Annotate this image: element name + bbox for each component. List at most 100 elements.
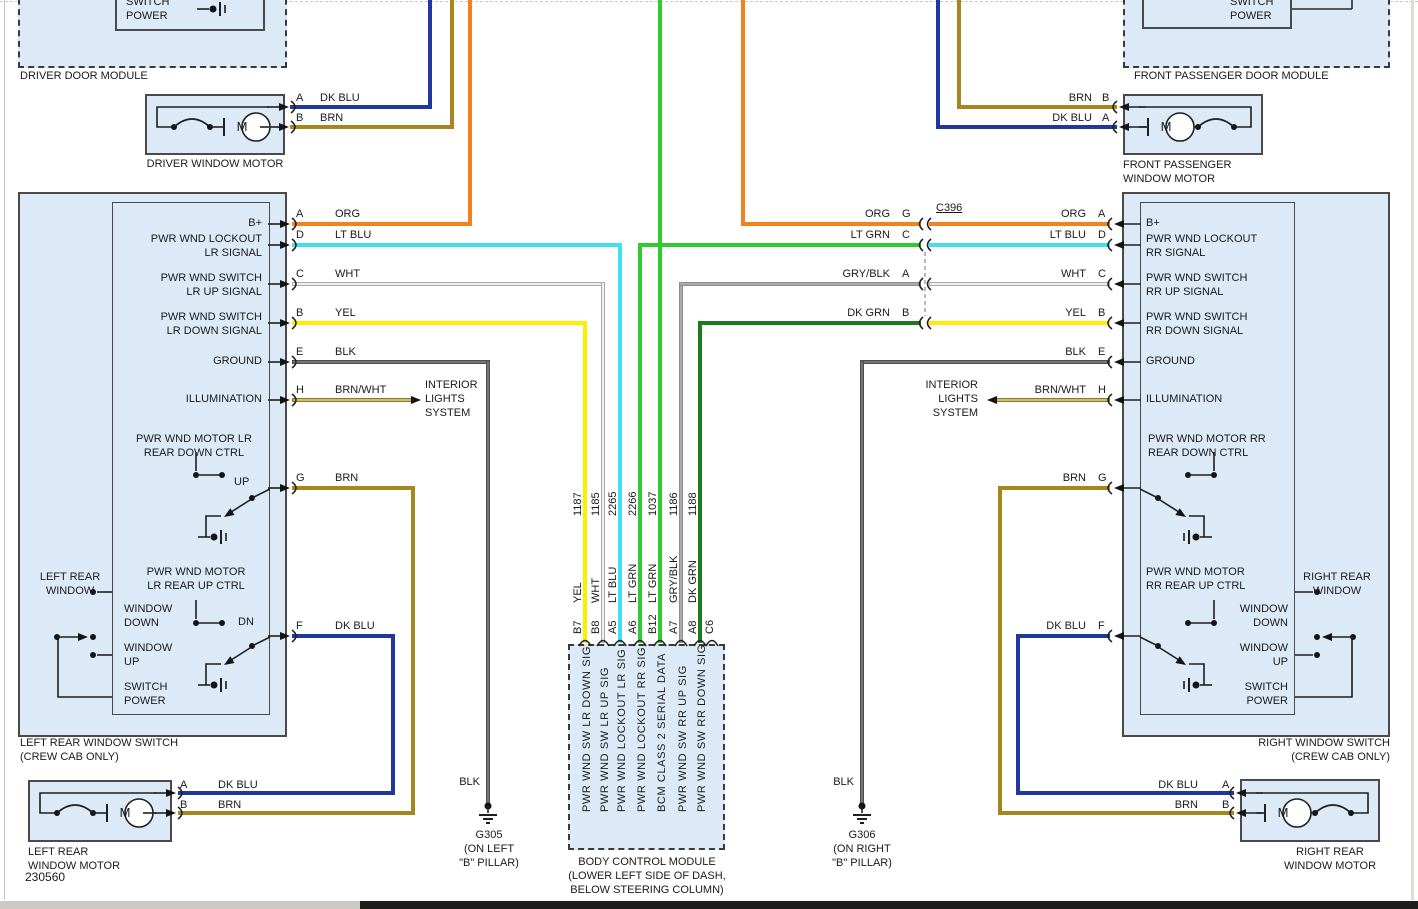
ground-g306-label: "B" PILLAR) — [832, 857, 892, 869]
pin-letter: B — [296, 307, 304, 319]
driver-window-motor-box — [145, 94, 285, 155]
interior-lights-system-label: LIGHTS — [425, 393, 465, 405]
wire-dkblu-rr-motor-f — [1016, 634, 1110, 638]
wire-ltgrn-lockout-rr — [638, 243, 921, 247]
switch-signal-label: B+ — [248, 217, 262, 229]
wire-brn-lr-motor-g — [178, 811, 415, 815]
wire-color-label: DK BLU — [320, 92, 360, 104]
circuit-number: 1188 — [687, 492, 699, 516]
bcm-signal-label: PWR WND SW LR DOWN SIG — [581, 646, 593, 812]
caption-front-passenger-window-motor: WINDOW MOTOR — [1123, 173, 1216, 185]
pin-letter: B — [902, 307, 910, 319]
wire-color-label: LT BLU — [335, 229, 372, 241]
connector-c396-label: C396 — [936, 202, 963, 214]
left-rear-window-label: LEFT REAR — [39, 571, 101, 583]
wire-color-label: LT GRN — [627, 563, 639, 603]
switch-signal-label: DOWN — [124, 617, 159, 629]
pin-letter: H — [1098, 384, 1106, 396]
bcm-signal-label: PWR WND SW LR UP SIG — [599, 666, 611, 812]
switch-signal-label: REAR DOWN CTRL — [143, 447, 245, 459]
wire-color-label: ORG — [864, 208, 890, 220]
front-passenger-window-motor-box — [1123, 94, 1263, 155]
caption-driver-window-motor: DRIVER WINDOW MOTOR — [146, 158, 284, 170]
switch-signal-label: RR SIGNAL — [1146, 247, 1206, 259]
bcm-signal-label: PWR WND LOCKOUT LR SIG — [616, 648, 628, 812]
pin-letter: G — [1098, 472, 1107, 484]
switch-signal-label: ILLUMINATION — [1146, 393, 1223, 405]
vertical-scrollbar-area[interactable] — [1411, 0, 1414, 900]
caption-front-passenger-door-module: FRONT PASSENGER DOOR MODULE — [1134, 70, 1329, 82]
wire-color-label: BLK — [1065, 346, 1086, 358]
passenger-module-switch-power-box — [1142, 0, 1292, 29]
wire-dkblu-rr-motor-f — [1016, 634, 1020, 795]
circuit-number: 1037 — [647, 491, 659, 516]
interior-lights-system-label: INTERIOR — [425, 379, 478, 391]
wire-color-label: DK GRN — [847, 307, 890, 319]
pin-letter: B — [1098, 307, 1106, 319]
switch-signal-label: PWR WND MOTOR — [1146, 566, 1245, 578]
bcm-pin-letter: A7 — [668, 620, 680, 634]
switch-signal-label: PWR WND SWITCH — [160, 272, 262, 284]
wire-color-label: YEL — [572, 582, 584, 603]
right-rear-window-label: RIGHT REAR — [1303, 571, 1371, 583]
bcm-pin-letter: A5 — [607, 620, 619, 634]
horizontal-scrollbar-track[interactable] — [0, 901, 1418, 909]
bcm-pin-letter: B7 — [572, 620, 584, 634]
wire-color-label: BLK — [335, 346, 356, 358]
wire-dkblu-lr-motor-f — [391, 634, 395, 795]
interior-lights-system-label: INTERIOR — [925, 379, 978, 391]
wire-dkgrn-rr-down — [698, 321, 702, 643]
wire-org-right-feed — [741, 0, 745, 226]
caption-front-passenger-window-motor: FRONT PASSENGER — [1123, 159, 1232, 171]
circuit-number: 2266 — [627, 491, 639, 516]
pin-letter: G — [902, 208, 911, 220]
body-control-module-box — [568, 644, 725, 850]
interior-lights-system-label: SYSTEM — [932, 407, 978, 419]
wire-brn-pass-motor — [957, 0, 961, 109]
wire-brn-driver-motor — [290, 125, 454, 129]
viewer-top-border — [0, 1, 1418, 2]
wire-brnwht-left-illum — [292, 398, 414, 402]
horizontal-scrollbar-thumb[interactable] — [360, 901, 1418, 909]
wire-color-label: BRN — [335, 472, 359, 484]
wire-color-label: WHT — [335, 268, 361, 280]
sheet-number: 230560 — [25, 870, 66, 884]
ground-g305-label: G305 — [475, 829, 503, 841]
right-switch-inner-box — [1140, 202, 1295, 715]
wire-blk-right-ground — [860, 360, 864, 806]
switch-signal-label: B+ — [1146, 217, 1160, 229]
wire-brn-driver-motor — [450, 0, 454, 129]
pin-letter: C — [1098, 268, 1106, 280]
wire-dkblu-driver-motor — [428, 0, 432, 109]
switch-signal-label: LR REAR UP CTRL — [147, 580, 245, 592]
bcm-signal-label: BCM CLASS 2 SERIAL DATA — [656, 652, 668, 812]
caption-driver-door-module: DRIVER DOOR MODULE — [20, 70, 148, 82]
pin-letter: A — [296, 92, 304, 104]
pin-letter: A — [296, 208, 304, 220]
wire-brn-lr-motor-g — [292, 486, 415, 490]
left-rear-window-label: WINDOW — [45, 585, 95, 597]
caption-left-rear-window-motor: WINDOW MOTOR — [28, 860, 121, 872]
wire-dkblu-driver-motor — [290, 105, 432, 109]
wire-color-label: BRN — [1062, 472, 1086, 484]
pin-letter: C — [296, 268, 304, 280]
circuit-number: 1185 — [590, 492, 602, 516]
ground-g306-label: (ON RIGHT — [833, 843, 891, 855]
ground-g305-label: "B" PILLAR) — [459, 857, 519, 869]
pin-letter: A — [902, 268, 910, 280]
circuit-number: 1186 — [668, 492, 680, 516]
switch-signal-label: PWR WND MOTOR RR — [1148, 433, 1266, 445]
pin-letter: F — [296, 620, 303, 632]
wire-color-label: DK BLU — [335, 620, 375, 632]
wire-ltblu-lockout-lr — [618, 243, 622, 643]
wire-wht-lr-up — [292, 282, 605, 286]
pin-letter: D — [296, 229, 304, 241]
wire-color-label: LT BLU — [1049, 229, 1086, 241]
pin-letter: E — [1098, 346, 1106, 358]
wire-color-label: ORG — [335, 208, 361, 220]
wire-color-label: BRN/WHT — [1034, 384, 1086, 396]
wire-blk-left-ground — [486, 360, 490, 806]
wire-color-label: DK BLU — [218, 779, 258, 791]
driver-module-switch-power-label: POWER — [126, 10, 168, 22]
switch-signal-label: UP — [124, 656, 140, 668]
